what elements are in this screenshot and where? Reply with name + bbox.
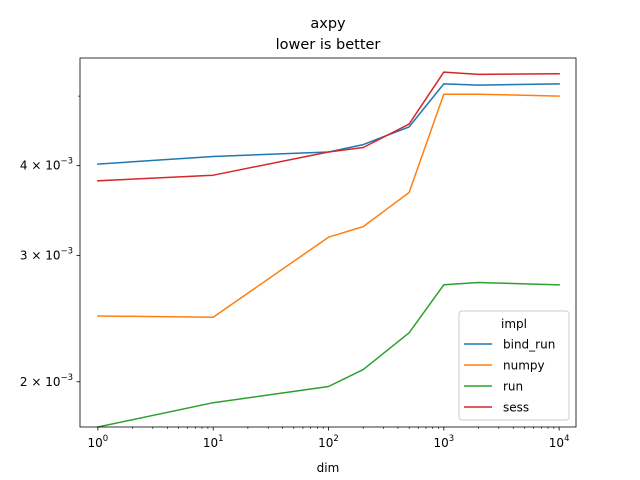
series-line-numpy [97,93,560,318]
legend-label-run: run [503,380,523,394]
chart-title: axpy [310,16,346,32]
x-axis-label: dim [317,461,340,475]
chart-subtitle: lower is better [276,37,381,53]
legend-label-bind_run: bind_run [503,338,555,352]
plot-frame [79,57,577,428]
x-tick-label: 103 [433,434,454,450]
y-tick-label: 4 × 10−3 [20,157,73,173]
legend-box [458,310,570,421]
y-axis: 2 × 10−3 3 × 10−3 4 × 10−3 [20,95,80,389]
x-tick-label: 102 [318,434,339,450]
series-line-run [97,281,560,428]
legend-label-numpy: numpy [503,359,545,373]
x-tick-label: 104 [549,434,570,450]
y-tick-label: 2 × 10−3 [20,373,73,389]
x-axis: 100 101 102 103 104 [88,427,570,450]
legend-label-sess: sess [503,401,529,415]
legend-title: impl [501,317,527,331]
x-tick-label: 101 [203,434,224,450]
series-layer [97,71,560,428]
series-line-sess [97,71,560,182]
x-tick-label: 100 [88,434,109,450]
y-tick-label: 3 × 10−3 [20,246,73,262]
